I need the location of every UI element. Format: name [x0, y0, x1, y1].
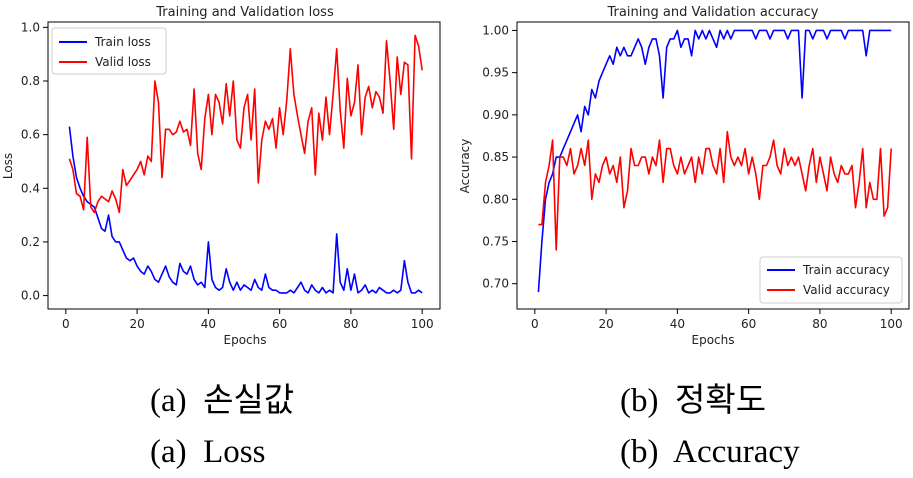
accuracy-plot-frame	[516, 21, 910, 310]
loss-x-tick-label: 100	[411, 317, 434, 331]
caption-b-label-2: (b)	[620, 434, 659, 470]
caption-b-korean-text: 정확도	[674, 383, 767, 419]
loss-line-valid	[68, 34, 423, 214]
accuracy-legend-label-train: Train accuracy	[802, 263, 890, 277]
accuracy-x-tick-label: 60	[741, 317, 756, 331]
accuracy-x-ticks: 0 20 40 60 80 100	[531, 309, 903, 331]
accuracy-x-tick-label: 20	[598, 317, 613, 331]
loss-line-train	[68, 126, 423, 294]
loss-y-tick-label: 0.0	[21, 289, 40, 303]
loss-y-ticks: 0.0 0.2 0.4 0.6 0.8 1.0	[21, 20, 48, 303]
loss-legend-label-valid: Valid loss	[95, 55, 151, 69]
caption-b-english-text: Accuracy	[673, 434, 800, 470]
loss-x-axis-label: Epochs	[224, 333, 267, 347]
accuracy-series-lines	[537, 29, 892, 293]
caption-a-english: (a) Loss	[150, 436, 265, 469]
accuracy-legend-box	[759, 256, 903, 304]
accuracy-x-axis-label: Epochs	[692, 333, 735, 347]
accuracy-x-tick-label: 0	[531, 317, 539, 331]
caption-b-label: (b)	[620, 383, 659, 419]
accuracy-y-axis-label: Accuracy	[458, 139, 472, 194]
accuracy-x-tick-label: 80	[812, 317, 827, 331]
loss-x-tick-label: 20	[129, 317, 144, 331]
loss-chart: Training and Validation loss 0 20 40 60 80 10…	[1, 5, 441, 347]
loss-y-tick-label: 0.4	[21, 181, 40, 195]
accuracy-y-tick-label: 0.95	[482, 66, 509, 80]
accuracy-y-tick-label: 0.90	[482, 108, 509, 122]
loss-chart-title: Training and Validation loss	[155, 5, 334, 20]
loss-x-tick-label: 0	[62, 317, 70, 331]
accuracy-y-tick-label: 0.80	[482, 192, 509, 206]
loss-plot-frame	[47, 21, 441, 310]
accuracy-y-tick-label: 0.70	[482, 277, 509, 291]
loss-y-tick-label: 0.6	[21, 128, 40, 142]
loss-legend-label-train: Train loss	[94, 35, 151, 49]
loss-y-tick-label: 1.0	[21, 20, 40, 34]
loss-y-tick-label: 0.2	[21, 235, 40, 249]
loss-x-tick-label: 80	[343, 317, 358, 331]
loss-x-ticks: 0 20 40 60 80 100	[62, 309, 434, 331]
loss-y-axis-label: Loss	[1, 153, 15, 179]
accuracy-chart: Training and Validation accuracy 0 20 40 60…	[458, 5, 910, 347]
accuracy-x-tick-label: 40	[670, 317, 685, 331]
loss-series-lines	[68, 34, 423, 294]
loss-legend: Train loss Valid loss	[51, 27, 167, 75]
accuracy-y-ticks: 0.70 0.75 0.80 0.85 0.90 0.95 1.00	[482, 23, 517, 291]
loss-x-tick-label: 40	[201, 317, 216, 331]
accuracy-x-tick-label: 100	[880, 317, 903, 331]
caption-b-korean: (b) 정확도	[620, 385, 766, 418]
accuracy-chart-title: Training and Validation accuracy	[607, 5, 819, 20]
caption-a-korean-text: 손실값	[203, 383, 295, 419]
loss-x-tick-label: 60	[272, 317, 287, 331]
accuracy-legend-label-valid: Valid accuracy	[803, 283, 890, 297]
caption-b-english: (b) Accuracy	[620, 436, 800, 469]
caption-a-label: (a)	[150, 383, 187, 419]
accuracy-y-tick-label: 1.00	[482, 23, 509, 37]
caption-a-korean: (a) 손실값	[150, 385, 294, 418]
loss-y-tick-label: 0.8	[21, 74, 40, 88]
accuracy-legend: Train accuracy Valid accuracy	[759, 256, 903, 304]
accuracy-line-valid	[538, 130, 892, 251]
caption-a-english-text: Loss	[203, 434, 266, 470]
accuracy-line-train	[537, 29, 892, 293]
accuracy-y-tick-label: 0.85	[482, 150, 509, 164]
accuracy-y-tick-label: 0.75	[482, 234, 509, 248]
caption-a-label-2: (a)	[150, 434, 187, 470]
